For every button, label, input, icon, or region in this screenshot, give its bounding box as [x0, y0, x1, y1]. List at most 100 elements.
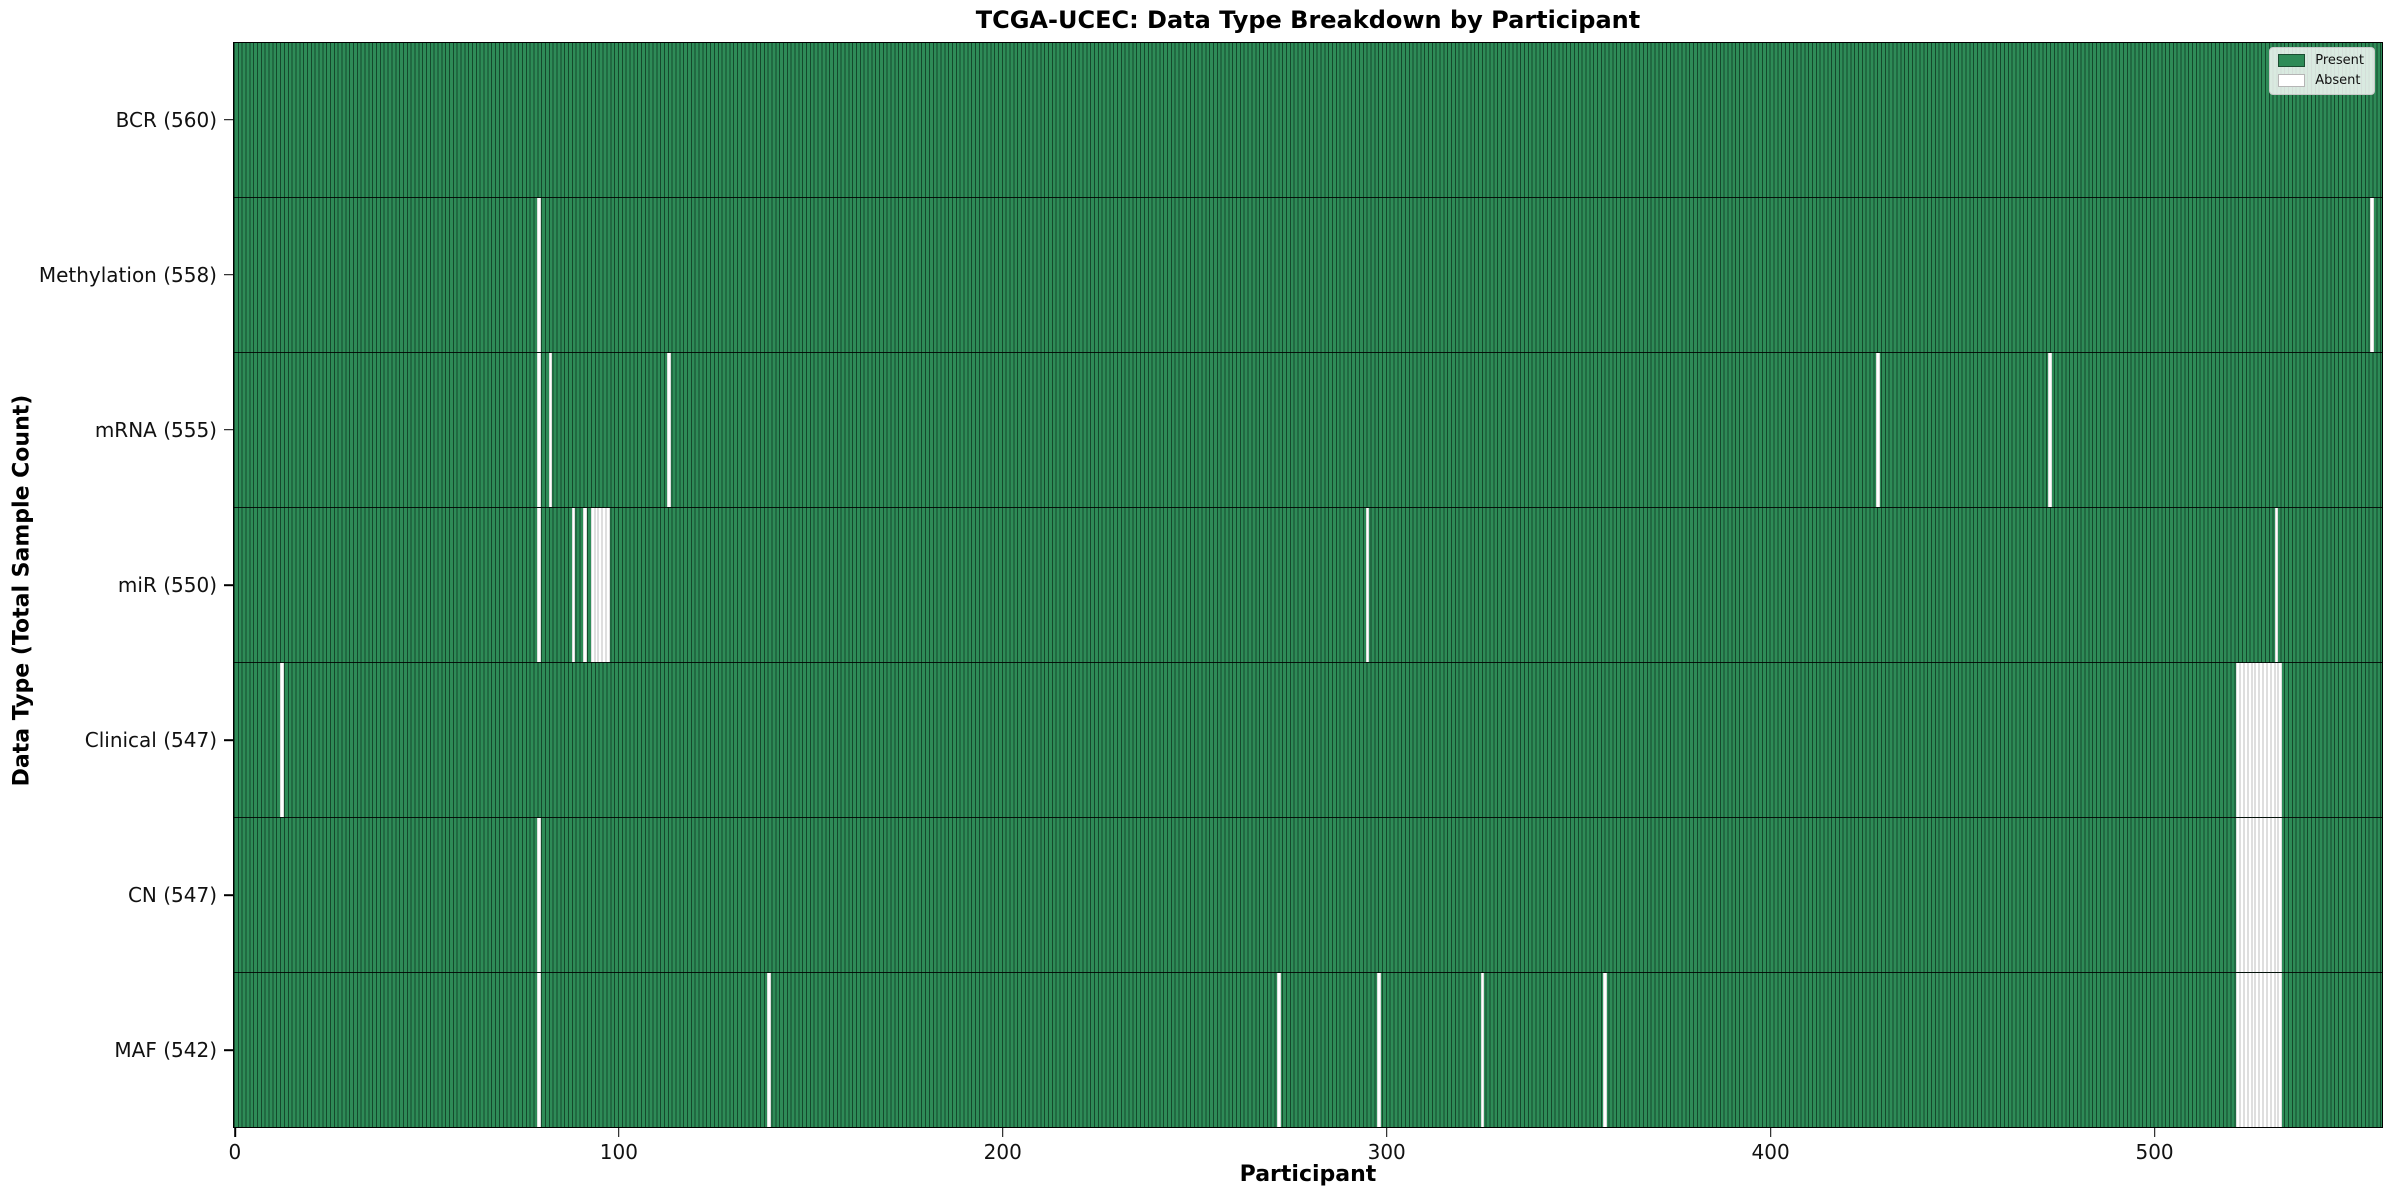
- x-tick-label-0: 0: [228, 1140, 242, 1164]
- heatmap-row-maf: [234, 972, 2382, 1127]
- y-tick-mark: [224, 1049, 233, 1052]
- absent-stripe: [2274, 818, 2279, 972]
- x-tick-label-500: 500: [2135, 1140, 2174, 1164]
- y-tick-mark: [224, 739, 233, 741]
- absent-stripe: [767, 973, 771, 1127]
- absent-stripe: [537, 353, 541, 507]
- absent-stripe: [1365, 508, 1370, 662]
- y-tick-label-methylation: Methylation (558): [38, 262, 217, 287]
- absent-stripe: [606, 508, 610, 662]
- x-tick-mark: [618, 1128, 620, 1137]
- absent-stripe: [537, 198, 541, 352]
- legend-entry-present: Present: [2278, 53, 2364, 68]
- legend: Present Absent: [2269, 47, 2375, 95]
- absent-stripe: [2266, 973, 2271, 1127]
- x-axis-title: Participant: [1239, 1162, 1377, 1187]
- x-tick-mark: [1001, 1128, 1004, 1137]
- x-tick-label-100: 100: [599, 1140, 638, 1164]
- x-tick-mark: [234, 1128, 236, 1137]
- absent-stripe: [2236, 973, 2241, 1127]
- heatmap-row-methylation: [234, 197, 2382, 352]
- y-axis: BCR (560) Methylation (558) mRNA (555) miR …: [0, 42, 233, 1128]
- absent-stripe: [2263, 973, 2267, 1127]
- absent-stripe: [2259, 663, 2264, 817]
- legend-label-present: Present: [2315, 53, 2364, 68]
- heatmap-row-mir: [234, 507, 2382, 662]
- absent-stripe: [2240, 818, 2244, 972]
- absent-stripe: [2274, 663, 2279, 817]
- y-tick-mark: [224, 429, 233, 431]
- legend-entry-absent: Absent: [2278, 73, 2364, 88]
- plot-area: Present Absent: [233, 42, 2383, 1128]
- y-tick-label-bcr: BCR (560): [115, 107, 217, 132]
- y-tick-label-clinical: Clinical (547): [84, 728, 217, 753]
- absent-stripe: [2270, 663, 2275, 817]
- absent-stripe: [2266, 818, 2271, 972]
- legend-label-absent: Absent: [2315, 73, 2361, 88]
- y-tick-mark: [224, 584, 233, 586]
- heatmap-row-mrna: [234, 352, 2382, 507]
- x-tick-mark: [1769, 1128, 1772, 1137]
- absent-stripe: [2236, 663, 2241, 817]
- x-tick-mark: [1385, 1128, 1388, 1137]
- absent-stripe: [2274, 508, 2279, 662]
- x-tick-mark: [2153, 1128, 2156, 1137]
- absent-stripe: [2255, 973, 2260, 1127]
- absent-stripe: [2274, 973, 2279, 1127]
- absent-stripe: [2251, 818, 2256, 972]
- legend-swatch-absent: [2278, 74, 2306, 87]
- absent-stripe: [2270, 818, 2275, 972]
- absent-stripe: [667, 353, 672, 507]
- absent-stripe: [537, 508, 541, 662]
- absent-stripe: [2240, 973, 2244, 1127]
- y-tick-mark: [224, 118, 233, 121]
- absent-stripe: [537, 973, 541, 1127]
- y-tick-label-maf: MAF (542): [114, 1038, 217, 1063]
- absent-stripe: [2259, 973, 2264, 1127]
- absent-stripe: [2048, 353, 2053, 507]
- heatmap-row-bcr: [234, 43, 2382, 197]
- y-tick-label-cn: CN (547): [127, 883, 217, 908]
- absent-stripe: [1875, 353, 1880, 507]
- absent-stripe: [2255, 818, 2260, 972]
- absent-stripe: [2278, 663, 2283, 817]
- legend-swatch-present: [2278, 54, 2306, 67]
- absent-stripe: [1480, 973, 1485, 1127]
- absent-stripe: [2266, 663, 2271, 817]
- y-tick-label-mrna: mRNA (555): [94, 417, 217, 442]
- x-axis: 0 100 200 300 400 500: [229, 1128, 2383, 1188]
- x-tick-label-300: 300: [1367, 1140, 1406, 1164]
- absent-stripe: [2243, 663, 2248, 817]
- absent-stripe: [1603, 973, 1608, 1127]
- absent-stripe: [2270, 973, 2275, 1127]
- absent-stripe: [2278, 818, 2283, 972]
- absent-stripe: [2247, 818, 2252, 972]
- absent-stripe: [2263, 818, 2267, 972]
- absent-stripe: [2251, 663, 2256, 817]
- y-tick-label-mir: miR (550): [117, 573, 217, 597]
- heatmap-row-cn: [234, 817, 2382, 972]
- absent-stripe: [2259, 818, 2264, 972]
- absent-stripe: [2263, 663, 2267, 817]
- absent-stripe: [537, 818, 541, 972]
- absent-stripe: [1277, 973, 1282, 1127]
- absent-stripe: [571, 508, 576, 662]
- plot-rows: [234, 43, 2382, 1127]
- absent-stripe: [2236, 818, 2241, 972]
- absent-stripe: [280, 663, 284, 817]
- absent-stripe: [583, 508, 587, 662]
- absent-stripe: [2243, 818, 2248, 972]
- absent-stripe: [2240, 663, 2244, 817]
- absent-stripe: [602, 508, 607, 662]
- absent-stripe: [2370, 198, 2375, 352]
- heatmap-row-clinical: [234, 662, 2382, 817]
- absent-stripe: [2255, 663, 2260, 817]
- absent-stripe: [598, 508, 603, 662]
- absent-stripe: [548, 353, 553, 507]
- x-tick-label-200: 200: [983, 1140, 1022, 1164]
- absent-stripe: [2247, 973, 2252, 1127]
- y-tick-mark: [224, 894, 233, 897]
- absent-stripe: [2278, 973, 2283, 1127]
- absent-stripe: [1377, 973, 1381, 1127]
